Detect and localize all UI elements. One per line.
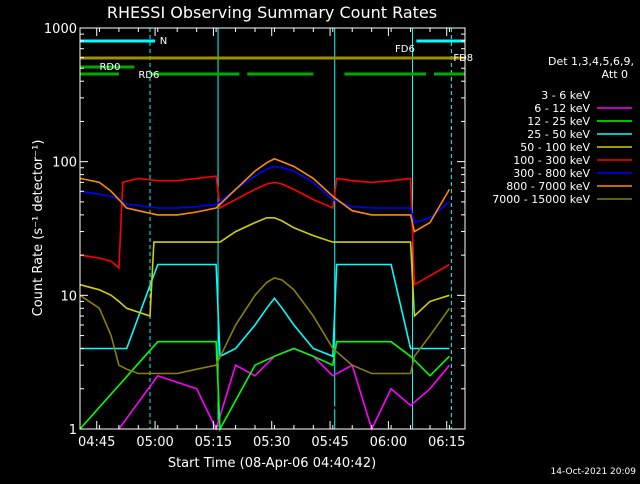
y-tick-label-1: 10 — [60, 289, 77, 304]
y-tick-label-3: 1000 — [44, 22, 77, 37]
series-line-6 — [79, 165, 450, 224]
series-line-4 — [79, 217, 450, 318]
legend-label-7: 800 - 7000 keV — [506, 180, 590, 193]
legend-label-5: 100 - 300 keV — [513, 154, 590, 167]
legend-label-1: 6 - 12 keV — [534, 102, 590, 115]
legend-label-3: 25 - 50 keV — [527, 128, 590, 141]
y-axis-label: Count Rate (s⁻¹ detector⁻¹) — [31, 140, 46, 317]
flag-label-FD6: FD6 — [395, 44, 415, 55]
legend-label-0: 3 - 6 keV — [541, 89, 590, 102]
legend-label-2: 12 - 25 keV — [527, 115, 590, 128]
chart-title: RHESSI Observing Summary Count Rates — [107, 3, 437, 22]
render-timestamp: 14-Oct-2021 20:09 — [551, 467, 637, 477]
series-line-3 — [80, 263, 450, 358]
series-line-7 — [79, 157, 451, 233]
series-line-8 — [79, 277, 451, 375]
legend-label-4: 50 - 100 keV — [520, 141, 590, 154]
y-tick-label-2: 100 — [52, 156, 77, 171]
x-tick-label-1: 05:00 — [136, 435, 173, 450]
legend-label-8: 7000 - 15000 keV — [492, 193, 590, 206]
x-tick-label-4: 05:45 — [311, 435, 348, 450]
x-tick-label-3: 05:30 — [253, 435, 290, 450]
x-tick-label-5: 06:00 — [370, 435, 407, 450]
flag-label-RD6: RD6 — [138, 70, 159, 81]
series-line-0 — [215, 390, 353, 430]
y-tick-label-0: 1 — [69, 423, 77, 438]
plot-area: N FD6 FD8 RD0 RD6 — [79, 28, 473, 432]
axes: 1 10 100 1000 04:45 05:00 05:15 05:30 05:45 06:00… — [44, 22, 466, 450]
x-axis-label: Start Time (08-Apr-06 04:40:42) — [168, 456, 376, 471]
series-line-2 — [79, 340, 450, 432]
flag-label-RD0: RD0 — [99, 62, 120, 73]
series-line-1 — [118, 347, 451, 432]
flag-label-FD8: FD8 — [453, 53, 473, 64]
legend-header-line1: Det 1,3,4,5,6,9, — [548, 55, 634, 68]
x-tick-label-0: 04:45 — [78, 435, 115, 450]
series-line-5 — [79, 175, 450, 287]
x-tick-label-2: 05:15 — [195, 435, 232, 450]
plot-frame — [79, 27, 466, 430]
flag-label-N: N — [160, 36, 167, 47]
legend-label-6: 300 - 800 keV — [513, 167, 590, 180]
x-tick-label-6: 06:15 — [428, 435, 465, 450]
legend-header-line2: Att 0 — [602, 68, 628, 81]
